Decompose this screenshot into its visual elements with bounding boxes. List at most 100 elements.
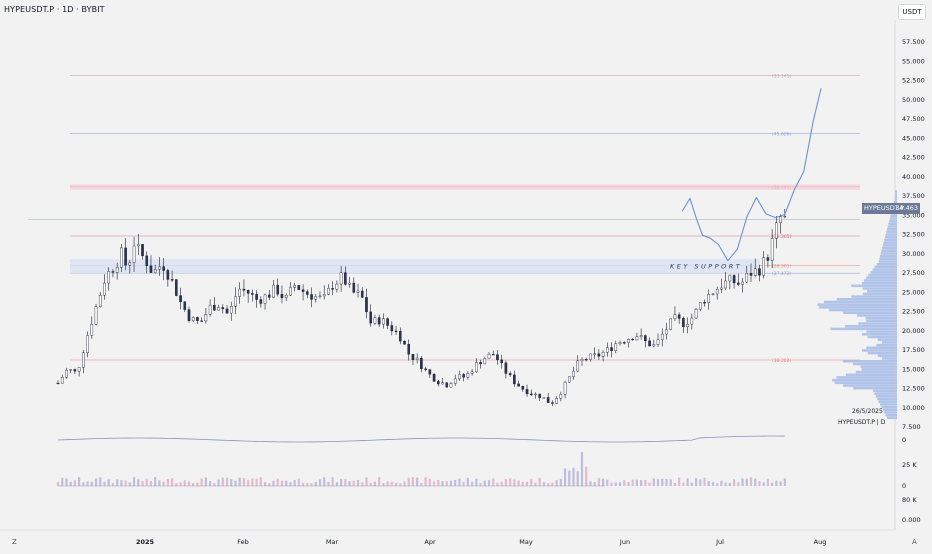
candle-body [466, 373, 470, 378]
volume-bar [610, 482, 613, 486]
candle-body [255, 294, 258, 300]
volume-profile-bar [882, 408, 897, 412]
volume-bar [606, 479, 609, 486]
volume-profile-bar [876, 262, 897, 266]
y-tick-label: 37.500 [902, 192, 925, 200]
volume-bar [487, 480, 491, 486]
y-tick-label: 57.500 [902, 38, 925, 46]
volume-bar [576, 471, 579, 486]
volume-bar [758, 481, 761, 486]
volume-profile-bar [870, 271, 897, 274]
candle-body [424, 368, 427, 370]
candle-body [724, 280, 727, 289]
candle-body [479, 362, 482, 365]
volume-profile-bar [877, 354, 897, 358]
candle-body [770, 238, 774, 261]
volume-bar [627, 482, 630, 486]
candle-body [335, 283, 339, 290]
volume-bar [407, 477, 410, 486]
volume-bar [128, 482, 131, 486]
candle-body [175, 279, 178, 296]
candle-body [310, 294, 313, 300]
volume-bar [251, 478, 254, 486]
volume-bar [242, 478, 246, 486]
volume-bar [111, 482, 115, 486]
volume-bar [542, 482, 546, 486]
candle-body [677, 314, 681, 319]
candle-body [508, 373, 512, 376]
candle-body [107, 271, 111, 284]
candle-body [352, 282, 356, 293]
volume-profile-bar [874, 392, 897, 395]
candle-body [529, 393, 533, 396]
volume-profile-bar [880, 403, 897, 406]
volume-profile-bar [834, 381, 897, 385]
y-tick-label: 40.000 [902, 173, 925, 181]
candle-body [766, 257, 770, 261]
volume-bar [568, 470, 571, 486]
candle-body [555, 398, 558, 404]
candle-body [111, 271, 115, 273]
candle-body [170, 279, 174, 281]
candle-body [348, 282, 351, 285]
candle-body [373, 317, 377, 324]
volume-bar [90, 481, 93, 486]
last-price-label: HYPEUSDT.P 34.463 [862, 203, 920, 214]
candle-body [251, 293, 254, 295]
volume-profile-bar [894, 201, 897, 204]
candle-body [331, 288, 334, 290]
volume-profile-bar [866, 276, 897, 279]
candle-body [234, 296, 237, 307]
candle-body [538, 393, 542, 398]
volume-profile-bar [867, 351, 897, 355]
volume-bar [479, 482, 482, 486]
candle-body [141, 244, 144, 257]
volume-profile-bar [883, 241, 897, 244]
volume-bar [665, 478, 668, 486]
volume-bar [318, 479, 322, 486]
volume-bar [209, 481, 212, 486]
volume-profile-bar [866, 346, 897, 350]
volume-profile-bar [887, 227, 897, 231]
volume-bar [631, 479, 634, 486]
volume-profile-bar [882, 246, 897, 250]
volume-bar [716, 483, 719, 486]
candle-body [673, 314, 677, 320]
y-tick-label: 35.000 [902, 211, 925, 219]
candle-body [339, 272, 343, 285]
candle-body [115, 267, 119, 273]
volume-profile-bar [878, 400, 897, 403]
candle-body [86, 335, 89, 354]
volume-profile-bar [836, 298, 897, 301]
candle-body [606, 347, 609, 353]
candle-body [470, 371, 474, 374]
volume-bar [509, 478, 512, 486]
candle-body [301, 289, 305, 292]
candle-body [496, 354, 499, 361]
volume-bar [771, 482, 774, 486]
candle-body [365, 297, 368, 313]
goto-date-icon[interactable]: Z [12, 538, 17, 546]
volume-bar [204, 477, 207, 486]
volume-profile-bar [862, 333, 897, 336]
x-tick-label: Apr [424, 538, 436, 546]
volume-bar [196, 482, 199, 486]
candle-body [593, 353, 596, 355]
volume-profile-bar [881, 357, 897, 360]
currency-button[interactable]: USDT [898, 4, 926, 20]
auto-scale-icon[interactable]: A [912, 538, 917, 546]
volume-bar [551, 482, 554, 486]
volume-bar [779, 481, 782, 486]
volume-profile-bar [881, 249, 897, 253]
volume-bar [449, 480, 453, 486]
volume-bar [306, 483, 309, 486]
volume-profile-bar [832, 378, 897, 382]
volume-bar [331, 477, 334, 486]
candle-body [327, 288, 330, 295]
candle-body [521, 386, 525, 390]
volume-profile-bar [865, 316, 897, 320]
volume-bar [230, 479, 233, 486]
volume-bar [766, 478, 769, 486]
